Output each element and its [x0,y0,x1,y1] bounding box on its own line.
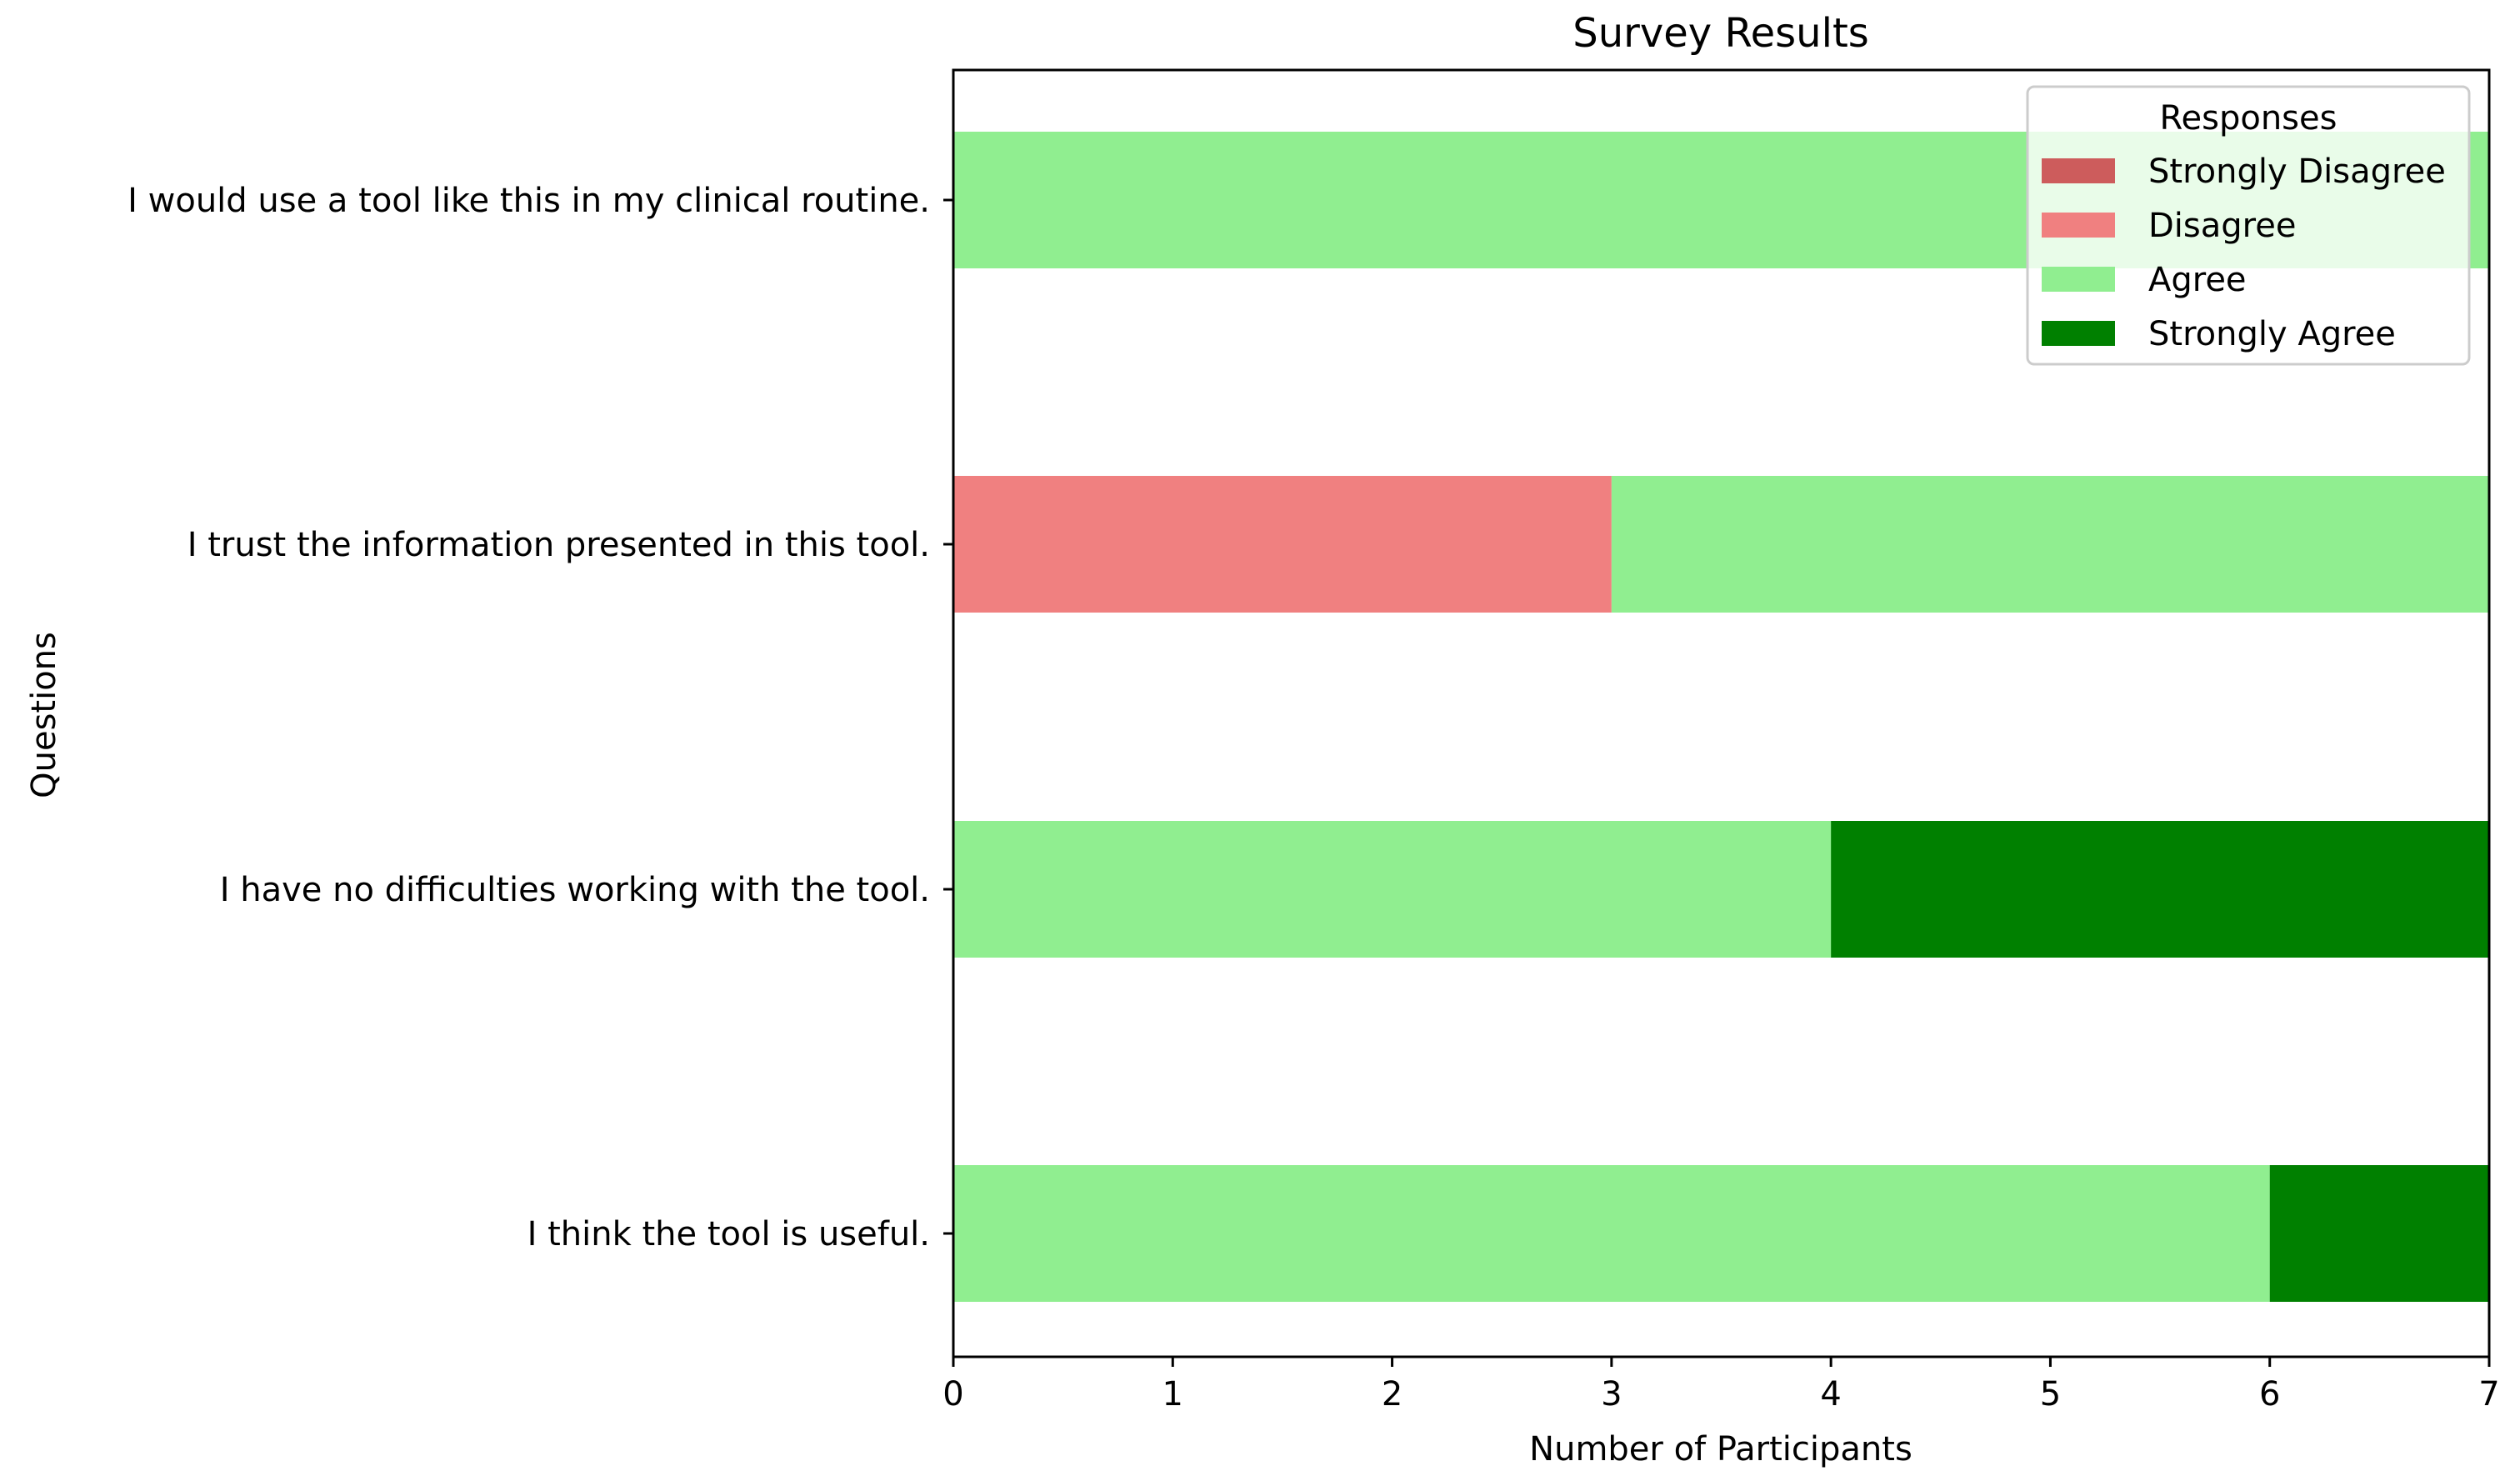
x-tick-label: 2 [1382,1375,1402,1413]
bar-segment [953,476,1612,613]
x-tick-label: 5 [2040,1375,2061,1413]
plot-frame [952,68,2491,1358]
legend-swatch [2042,267,2115,292]
x-tick-label: 6 [2259,1375,2280,1413]
bar-segment [1611,476,2489,613]
bar-segment [953,821,1832,958]
x-axis: 0 1 2 3 4 5 6 7 [942,1357,2500,1413]
y-tick-label: I have no difficulties working with the … [220,871,930,909]
x-tick-label: 7 [2478,1375,2499,1413]
chart-title: Survey Results [1572,10,1869,57]
legend-label: Agree [2148,261,2247,299]
x-axis-label: Number of Participants [1529,1430,1912,1468]
legend: Responses Strongly Disagree Disagree Agree… [2026,85,2471,366]
bar-segment [953,1165,2270,1302]
y-tick-label: I think the tool is useful. [528,1215,930,1253]
x-tick-label: 1 [1162,1375,1183,1413]
legend-label: Disagree [2148,207,2296,245]
x-tick-label: 4 [1820,1375,1841,1413]
legend-title: Responses [2160,99,2338,138]
y-axis: I would use a tool like this in my clini… [128,182,953,1253]
legend-label: Strongly Agree [2148,315,2396,353]
x-tick-label: 0 [942,1375,963,1413]
legend-swatch [2042,158,2115,183]
bar-segment [1831,821,2489,958]
y-axis-label: Questions [25,632,63,798]
y-tick-label: I trust the information presented in thi… [188,526,930,564]
x-tick-label: 3 [1601,1375,1622,1413]
legend-swatch [2042,213,2115,238]
legend-frame [2026,85,2471,366]
y-tick-label: I would use a tool like this in my clini… [128,182,930,220]
legend-swatch [2042,321,2115,346]
bar-segment [2269,1165,2489,1302]
legend-label: Strongly Disagree [2148,153,2446,191]
